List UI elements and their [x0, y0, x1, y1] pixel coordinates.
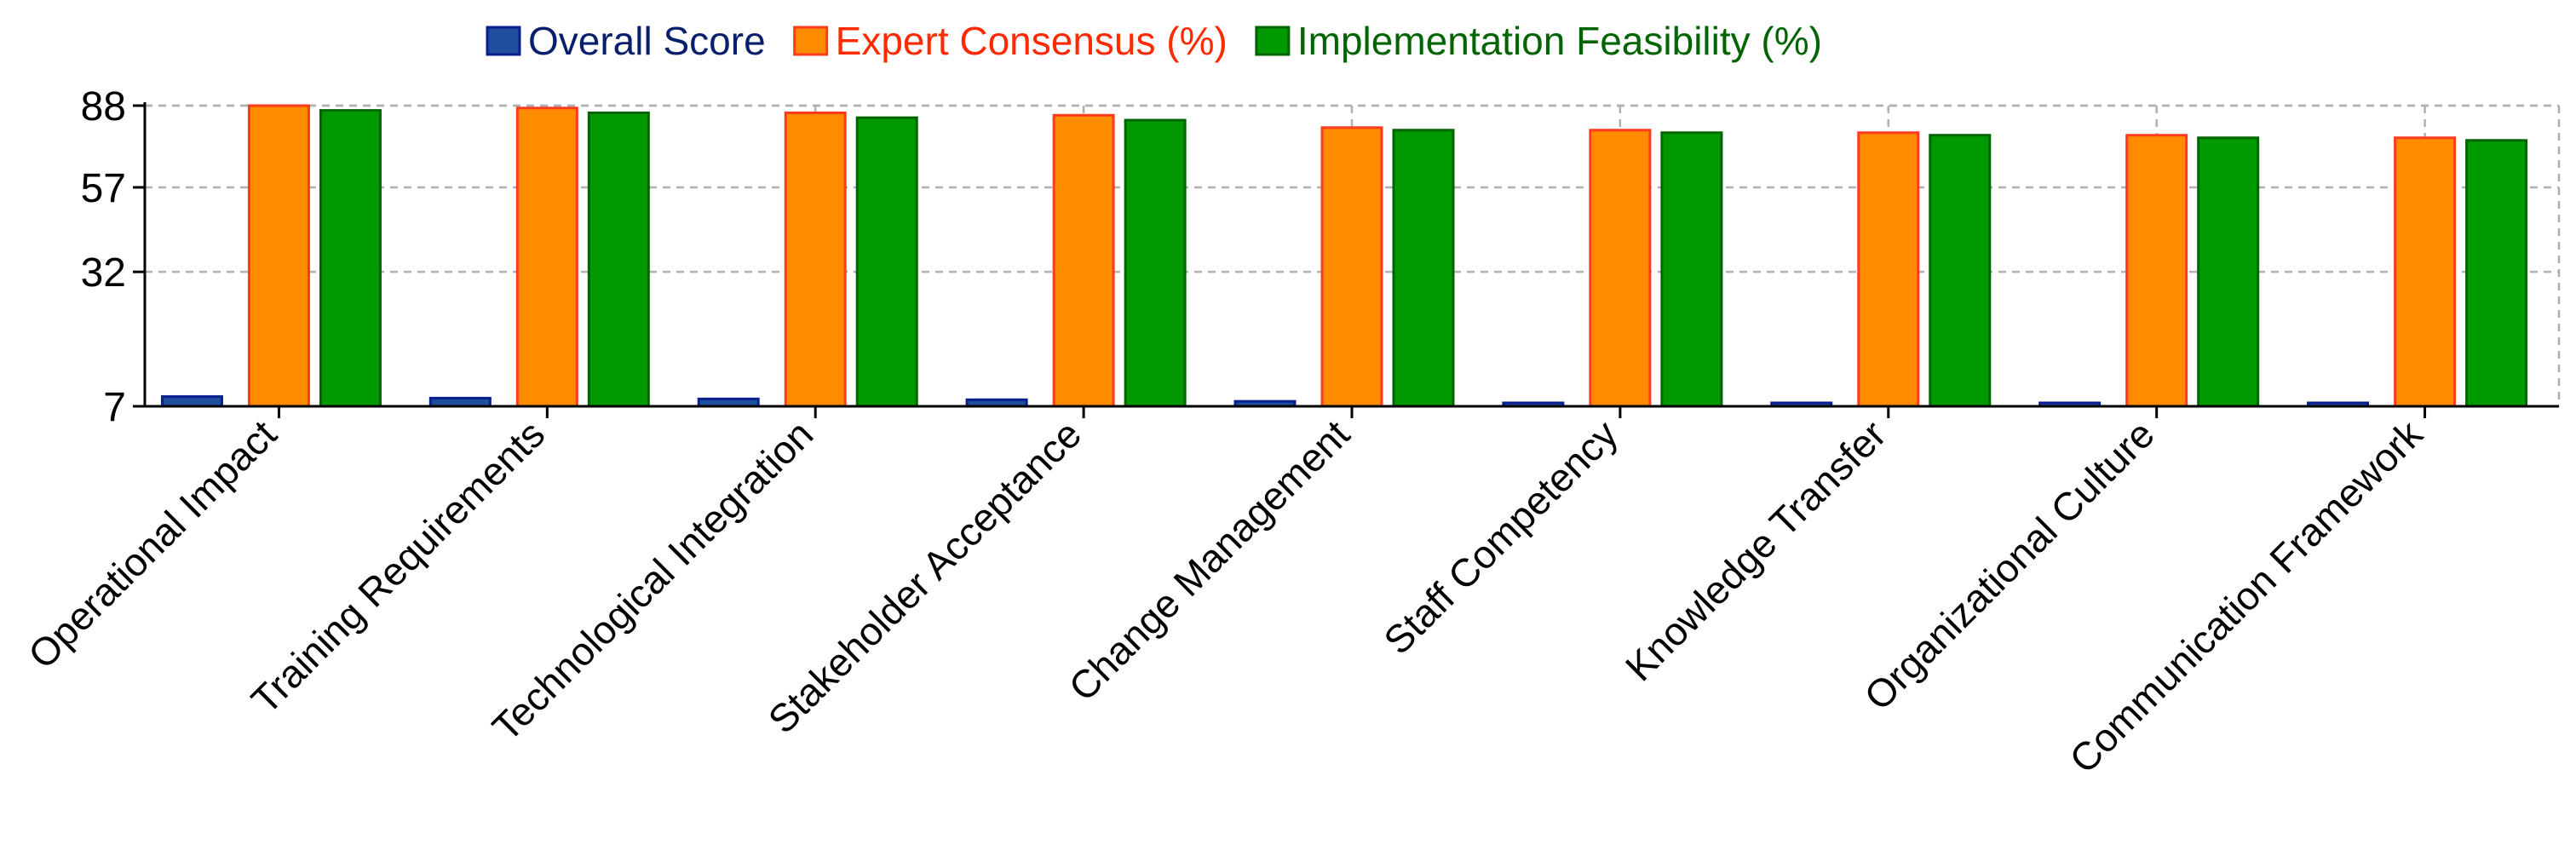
- legend-label: Overall Score: [528, 19, 766, 63]
- x-tick-label: Organizational Culture: [1855, 411, 2162, 718]
- y-tick-label: 32: [81, 250, 126, 296]
- bar-expert-consensus-knowledge-transfer[interactable]: [1857, 131, 1920, 408]
- bar-expert-consensus-communication-framework[interactable]: [2394, 136, 2457, 408]
- legend: Overall Score Expert Consensus (%) Impleme…: [486, 19, 1822, 63]
- legend-swatch: [1255, 26, 1291, 56]
- bar-implementation-feasibility-change-management[interactable]: [1392, 129, 1455, 408]
- bar-implementation-feasibility-knowledge-transfer[interactable]: [1929, 134, 1992, 408]
- bar-implementation-feasibility-staff-competency[interactable]: [1660, 131, 1723, 408]
- bar-implementation-feasibility-training-requirements[interactable]: [587, 111, 650, 408]
- bar-expert-consensus-operational-impact[interactable]: [247, 104, 310, 408]
- bar-implementation-feasibility-stakeholder-acceptance[interactable]: [1124, 118, 1187, 408]
- x-tick-label: Staff Competency: [1375, 411, 1626, 663]
- x-tick-label: Knowledge Transfer: [1617, 411, 1895, 689]
- bar-implementation-feasibility-technological-integration[interactable]: [855, 116, 918, 408]
- bars-layer: [160, 104, 2528, 408]
- bar-expert-consensus-staff-competency[interactable]: [1589, 129, 1652, 408]
- bar-implementation-feasibility-organizational-culture[interactable]: [2197, 136, 2260, 408]
- x-tick-label: Stakeholder Acceptance: [760, 411, 1090, 742]
- legend-swatch: [793, 26, 829, 56]
- x-tick-label: Operational Impact: [20, 411, 285, 677]
- legend-label: Expert Consensus (%): [836, 19, 1228, 63]
- x-tick-label: Training Requirements: [243, 411, 554, 722]
- legend-swatch: [486, 26, 521, 56]
- legend-label: Implementation Feasibility (%): [1297, 19, 1822, 63]
- bar-expert-consensus-organizational-culture[interactable]: [2125, 134, 2188, 408]
- bar-overall-score-operational-impact[interactable]: [160, 395, 223, 408]
- y-tick-label: 57: [81, 166, 126, 211]
- axes-layer: 7 32 57 88: [81, 84, 2559, 430]
- bar-expert-consensus-training-requirements[interactable]: [515, 106, 578, 408]
- bar-expert-consensus-stakeholder-acceptance[interactable]: [1052, 113, 1115, 408]
- bar-implementation-feasibility-operational-impact[interactable]: [319, 109, 382, 408]
- y-tick-label: 88: [81, 84, 126, 129]
- bar-expert-consensus-technological-integration[interactable]: [784, 111, 847, 408]
- bar-implementation-feasibility-communication-framework[interactable]: [2465, 139, 2528, 408]
- x-tick-label: Change Management: [1060, 411, 1358, 710]
- y-tick-label: 7: [103, 385, 126, 430]
- bar-expert-consensus-change-management[interactable]: [1320, 126, 1383, 408]
